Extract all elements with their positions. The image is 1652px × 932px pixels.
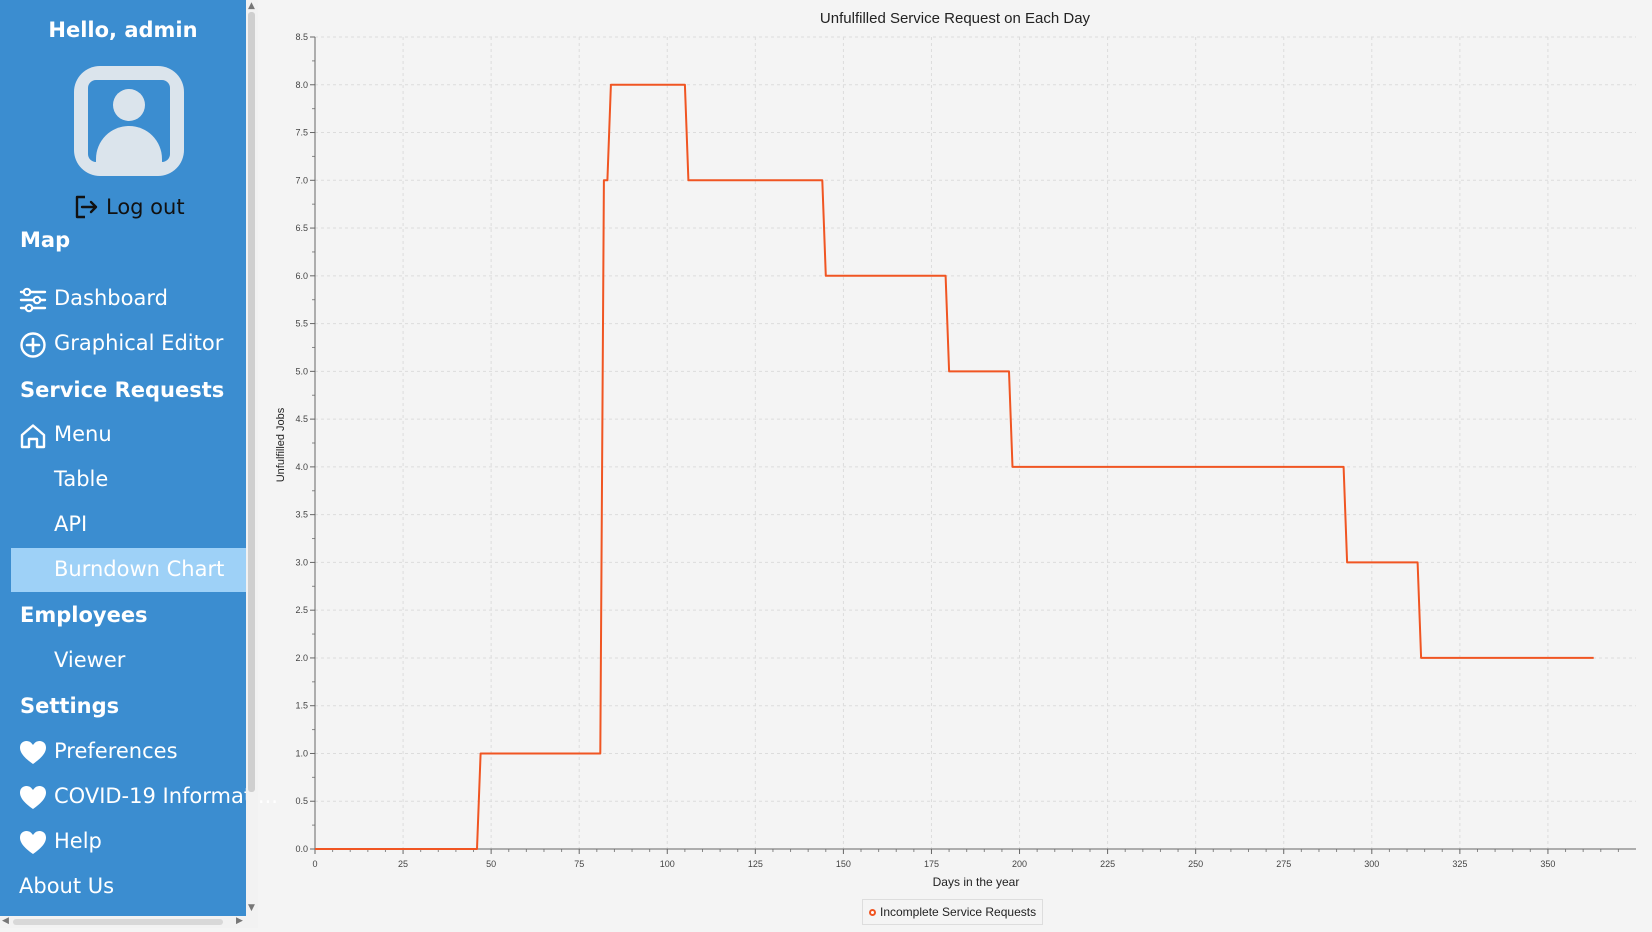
y-tick-label: 6.5 [295,223,308,233]
y-tick-label: 7.5 [295,128,308,138]
sidebar-item-burndown-chart[interactable]: Burndown Chart [11,548,246,592]
x-tick-label: 125 [748,859,763,869]
sidebar-item-label: API [54,512,88,536]
sidebar-item-covid-info[interactable]: COVID-19 Informati... [0,775,278,819]
y-tick-label: 5.0 [295,366,308,376]
x-tick-label: 175 [924,859,939,869]
sidebar-item-api[interactable]: API [0,503,246,547]
y-tick-label: 5.5 [295,319,308,329]
sidebar-item-label: Help [54,829,102,853]
sidebar: Hello, admin Log out Map Dashboard [0,0,278,928]
logout-label: Log out [106,195,185,219]
scroll-up-icon[interactable]: ▲ [248,1,255,11]
sidebar-item-preferences[interactable]: Preferences [0,730,246,774]
y-tick-label: 0.5 [295,796,308,806]
sidebar-panel: Hello, admin Log out Map Dashboard [0,0,278,916]
y-tick-label: 8.5 [295,32,308,42]
x-tick-label: 350 [1540,859,1555,869]
sidebar-horizontal-scrollbar[interactable]: ◀ ▶ [0,916,258,928]
x-tick-label: 200 [1012,859,1027,869]
sidebar-item-label: COVID-19 Informati... [54,784,278,808]
sidebar-item-help[interactable]: Help [0,820,246,864]
scrollbar-thumb[interactable] [248,12,255,792]
chart-svg: Unfulfilled Service Request on Each Day … [275,10,1636,889]
sidebar-item-dashboard[interactable]: Dashboard [0,277,246,321]
plot-area [315,37,1636,849]
x-tick-label: 150 [836,859,851,869]
y-tick-label: 8.0 [295,80,308,90]
y-axis-label: Unfulfilled Jobs [275,407,287,482]
greeting: Hello, admin [48,18,198,42]
sidebar-item-label: Graphical Editor [54,331,224,355]
x-tick-label: 225 [1100,859,1115,869]
scroll-left-icon[interactable]: ◀ [2,916,9,926]
y-tick-label: 4.0 [295,462,308,472]
sidebar-item-menu[interactable]: Menu [0,413,246,457]
scroll-right-icon[interactable]: ▶ [236,916,243,926]
x-tick-label: 75 [574,859,584,869]
sidebar-item-label: Menu [54,422,112,446]
section-map: Map [20,228,71,252]
y-tick-label: 1.5 [295,701,308,711]
chart-title: Unfulfilled Service Request on Each Day [820,10,1091,27]
logout-button[interactable]: Log out [72,192,185,222]
burndown-chart: Unfulfilled Service Request on Each Day … [258,0,1652,928]
sidebar-item-label: Table [54,467,109,491]
y-tick-label: 2.0 [295,653,308,663]
y-tick-label: 7.0 [295,175,308,185]
y-tick-label: 3.5 [295,510,308,520]
y-tick-label: 4.5 [295,414,308,424]
x-tick-label: 325 [1452,859,1467,869]
x-tick-label: 300 [1364,859,1379,869]
x-tick-label: 0 [312,859,317,869]
sidebar-item-label: Burndown Chart [54,557,225,581]
sidebar-item-label: Preferences [54,739,178,763]
chart-grid [314,36,1636,850]
chart-axes: 0.0 0.5 1.0 1.5 2.0 2.5 3.0 3.5 4.0 4.5 5.0 5.5 6.0 6… [295,32,1636,869]
x-axis-label: Days in the year [933,875,1020,889]
scroll-down-icon[interactable]: ▼ [248,903,255,913]
section-service-requests: Service Requests [20,378,225,402]
y-tick-label: 3.0 [295,557,308,567]
sidebar-item-label: Dashboard [54,286,168,310]
sidebar-item-table[interactable]: Table [0,458,246,502]
sidebar-item-graphical-editor[interactable]: Graphical Editor [0,322,246,366]
legend-symbol [869,908,876,916]
sidebar-item-label: About Us [19,874,115,898]
sidebar-item-viewer[interactable]: Viewer [0,639,246,683]
avatar [74,66,184,176]
section-employees: Employees [20,603,148,627]
sidebar-vertical-scrollbar[interactable]: ▲ ▼ [246,0,258,916]
sliders-icon [19,287,47,313]
legend-label: Incomplete Service Requests [880,905,1037,919]
x-tick-label: 100 [660,859,675,869]
x-tick-label: 250 [1188,859,1203,869]
heart-icon [20,741,46,764]
y-tick-label: 0.0 [295,844,308,854]
series-line-incomplete-service-requests [315,83,1594,850]
section-settings: Settings [20,694,120,718]
x-tick-label: 50 [486,859,496,869]
y-tick-label: 6.0 [295,271,308,281]
y-tick-label: 2.5 [295,605,308,615]
scrollbar-thumb[interactable] [13,919,223,925]
y-tick-label: 1.0 [295,748,308,758]
heart-icon [20,831,46,854]
add-circle-icon [20,332,46,358]
sidebar-item-about-us[interactable]: About Us [0,865,246,909]
chart-legend: Incomplete Service Requests [862,899,1044,925]
x-tick-label: 275 [1276,859,1291,869]
chart-series [315,83,1594,850]
sidebar-item-label: Viewer [54,648,126,672]
home-icon [20,424,46,449]
heart-icon [20,786,46,809]
logout-icon [75,195,98,219]
x-tick-label: 25 [398,859,408,869]
